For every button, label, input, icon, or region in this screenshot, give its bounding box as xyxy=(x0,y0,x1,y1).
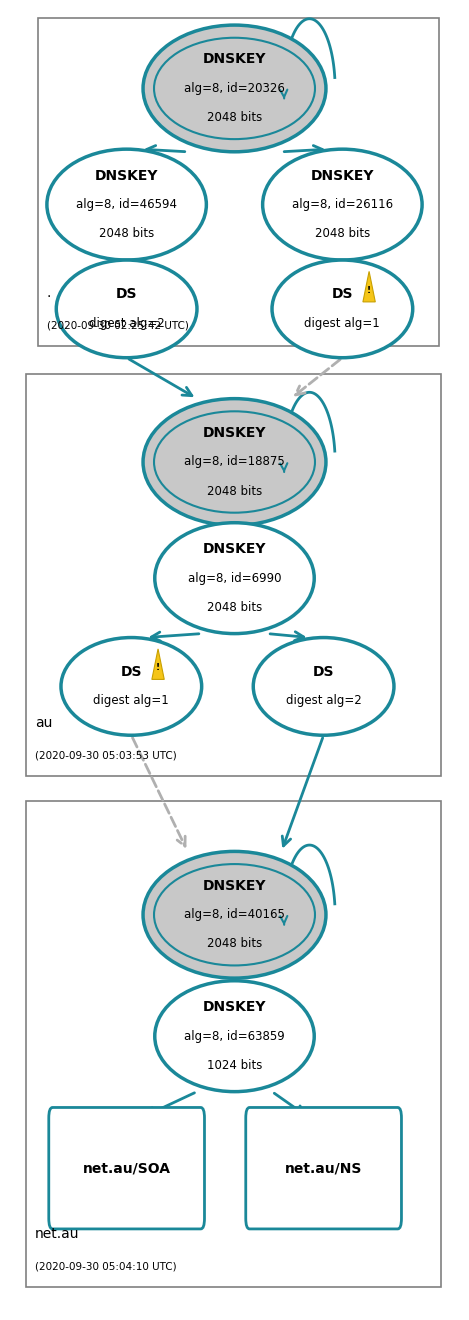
Ellipse shape xyxy=(155,523,314,634)
Text: alg=8, id=6990: alg=8, id=6990 xyxy=(188,572,281,585)
Text: 2048 bits: 2048 bits xyxy=(207,111,262,124)
Text: .: . xyxy=(47,285,51,300)
FancyBboxPatch shape xyxy=(38,18,439,346)
Text: alg=8, id=20326: alg=8, id=20326 xyxy=(184,82,285,95)
Text: (2020-09-30 02:25:42 UTC): (2020-09-30 02:25:42 UTC) xyxy=(47,319,189,330)
Text: 2048 bits: 2048 bits xyxy=(207,484,262,498)
Text: alg=8, id=63859: alg=8, id=63859 xyxy=(184,1030,285,1043)
Ellipse shape xyxy=(143,399,326,525)
Ellipse shape xyxy=(263,149,422,260)
Text: DS: DS xyxy=(313,665,334,678)
Text: au: au xyxy=(35,715,53,730)
Polygon shape xyxy=(152,649,164,680)
Text: !: ! xyxy=(156,663,160,672)
Text: 2048 bits: 2048 bits xyxy=(315,227,370,240)
Text: digest alg=2: digest alg=2 xyxy=(286,694,362,708)
Text: net.au/NS: net.au/NS xyxy=(285,1162,362,1175)
Text: DNSKEY: DNSKEY xyxy=(95,169,159,182)
Text: 2048 bits: 2048 bits xyxy=(99,227,154,240)
Text: alg=8, id=18875: alg=8, id=18875 xyxy=(184,455,285,469)
Text: alg=8, id=26116: alg=8, id=26116 xyxy=(292,198,393,211)
Text: net.au/SOA: net.au/SOA xyxy=(83,1162,171,1175)
FancyBboxPatch shape xyxy=(26,374,441,776)
Ellipse shape xyxy=(47,149,206,260)
Polygon shape xyxy=(363,272,375,302)
Text: digest alg=1: digest alg=1 xyxy=(93,694,169,708)
Text: 1024 bits: 1024 bits xyxy=(207,1059,262,1072)
Ellipse shape xyxy=(155,981,314,1092)
Text: DNSKEY: DNSKEY xyxy=(203,879,266,892)
Text: alg=8, id=40165: alg=8, id=40165 xyxy=(184,908,285,921)
Text: !: ! xyxy=(367,285,371,294)
Text: alg=8, id=46594: alg=8, id=46594 xyxy=(76,198,177,211)
Text: DNSKEY: DNSKEY xyxy=(203,426,266,440)
Text: (2020-09-30 05:03:53 UTC): (2020-09-30 05:03:53 UTC) xyxy=(35,750,177,760)
Ellipse shape xyxy=(143,25,326,152)
Text: DS: DS xyxy=(332,288,353,301)
FancyBboxPatch shape xyxy=(49,1107,204,1229)
Text: digest alg=2: digest alg=2 xyxy=(89,317,165,330)
Text: net.au: net.au xyxy=(35,1226,80,1241)
Text: digest alg=1: digest alg=1 xyxy=(304,317,380,330)
FancyBboxPatch shape xyxy=(26,801,441,1287)
Text: DNSKEY: DNSKEY xyxy=(310,169,374,182)
Text: DNSKEY: DNSKEY xyxy=(203,1001,266,1014)
Ellipse shape xyxy=(143,851,326,978)
Text: DNSKEY: DNSKEY xyxy=(203,53,266,66)
Text: 2048 bits: 2048 bits xyxy=(207,601,262,614)
Text: (2020-09-30 05:04:10 UTC): (2020-09-30 05:04:10 UTC) xyxy=(35,1261,177,1271)
Ellipse shape xyxy=(56,260,197,358)
Text: DNSKEY: DNSKEY xyxy=(203,543,266,556)
Text: DS: DS xyxy=(116,288,137,301)
Text: DS: DS xyxy=(121,665,142,678)
FancyBboxPatch shape xyxy=(246,1107,401,1229)
Text: 2048 bits: 2048 bits xyxy=(207,937,262,950)
Ellipse shape xyxy=(61,638,202,735)
Ellipse shape xyxy=(253,638,394,735)
Ellipse shape xyxy=(272,260,413,358)
